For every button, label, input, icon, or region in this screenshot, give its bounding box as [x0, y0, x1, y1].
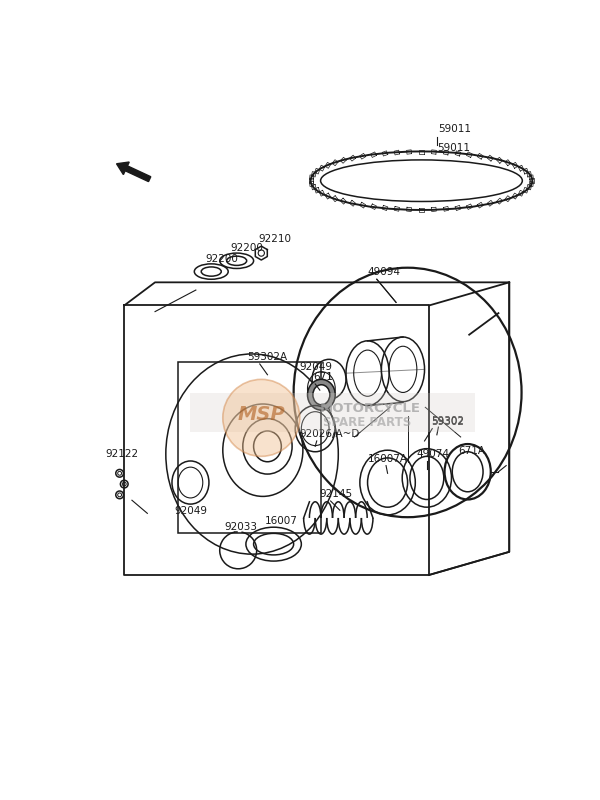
Ellipse shape: [313, 385, 330, 405]
Text: 59011: 59011: [437, 143, 470, 153]
Text: MOTORCYCLE: MOTORCYCLE: [320, 402, 421, 415]
Text: 92145: 92145: [320, 490, 353, 499]
Text: MSP: MSP: [238, 405, 285, 423]
Text: 59302A: 59302A: [247, 353, 287, 362]
Text: 49074: 49074: [417, 450, 450, 459]
Text: 16007: 16007: [265, 516, 298, 526]
Text: 92210: 92210: [258, 234, 291, 244]
Circle shape: [223, 379, 300, 456]
Text: 92026/A~D: 92026/A~D: [300, 430, 360, 439]
Text: 59011: 59011: [439, 125, 472, 134]
Bar: [178, 362, 322, 534]
Bar: [190, 394, 475, 432]
Text: 92200: 92200: [206, 254, 239, 264]
Text: 16007A: 16007A: [368, 454, 407, 464]
Text: 92049: 92049: [300, 362, 333, 372]
Ellipse shape: [308, 379, 335, 410]
Text: 671: 671: [314, 373, 334, 382]
Text: 92049: 92049: [174, 506, 207, 516]
Text: 92122: 92122: [106, 450, 139, 459]
Text: 92200: 92200: [230, 243, 263, 253]
Text: 59302: 59302: [431, 417, 464, 427]
Text: SPARE PARTS: SPARE PARTS: [323, 416, 411, 429]
FancyArrow shape: [116, 162, 151, 182]
Text: 49094: 49094: [368, 267, 401, 277]
Text: 59302: 59302: [431, 415, 464, 426]
Text: 671A: 671A: [458, 446, 485, 456]
Text: 92033: 92033: [224, 522, 257, 532]
